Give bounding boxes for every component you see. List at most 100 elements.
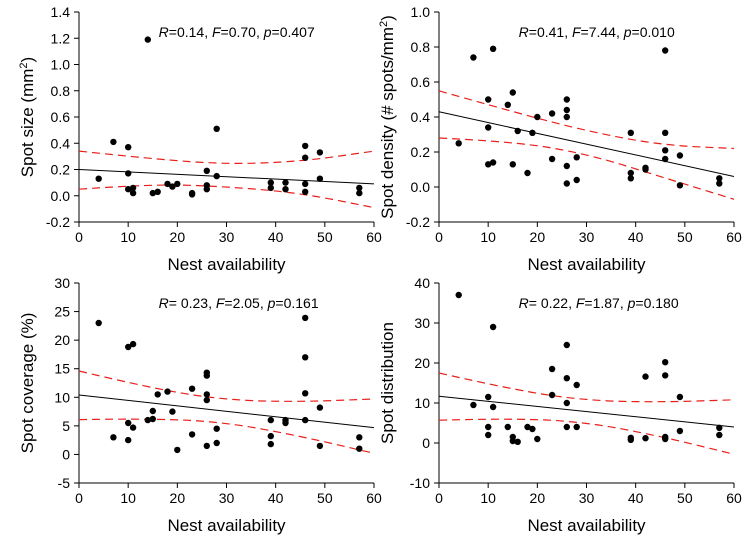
data-point (573, 176, 580, 184)
data-point (534, 113, 541, 121)
x-tick-label: 40 (628, 229, 644, 245)
x-tick-label: 60 (726, 490, 742, 506)
data-point (716, 175, 723, 182)
data-point (470, 401, 477, 409)
data-point (563, 162, 570, 170)
data-point (213, 425, 220, 432)
data-point (627, 175, 634, 182)
data-point (203, 391, 210, 398)
data-point (509, 161, 516, 168)
data-point (514, 438, 521, 445)
y-tick-label: 0.4 (411, 109, 431, 125)
data-point (203, 396, 210, 404)
y-tick-label: 0.6 (51, 109, 71, 125)
data-point (316, 442, 324, 450)
data-point (534, 435, 541, 443)
data-point (662, 359, 669, 366)
y-tick-label: -5 (58, 475, 71, 491)
y-tick-label: -0.2 (46, 214, 70, 230)
data-point (110, 138, 117, 146)
data-point (509, 437, 516, 445)
x-tick-label: 20 (530, 490, 546, 506)
x-tick-label: 10 (480, 490, 496, 506)
data-point (662, 129, 669, 136)
y-tick-label: 0.8 (411, 39, 431, 55)
data-point (129, 340, 137, 348)
data-point (267, 416, 274, 424)
data-point (563, 180, 570, 187)
x-axis-title: Nest availability (167, 255, 286, 274)
data-point (455, 291, 462, 299)
data-point (485, 161, 492, 168)
ci-lower-band (438, 137, 735, 200)
data-point (662, 155, 669, 163)
chart-panel-4: 0 10 20 30 40 50 60 -10 0 10 20 30 40 Nest availabili… (378, 275, 742, 535)
stats-annotation: R= 0.22, F=1.87, p=0.180 (519, 295, 679, 311)
y-tick-label: 10 (414, 395, 430, 411)
data-point (149, 415, 156, 423)
data-point (489, 403, 497, 411)
y-tick-label: 10 (54, 389, 70, 405)
x-tick-label: 10 (480, 229, 496, 245)
data-point (716, 180, 723, 187)
data-point (316, 149, 324, 156)
y-axis-title: Spot distribution (378, 322, 397, 444)
data-point (154, 188, 161, 195)
y-tick-label: 0 (62, 446, 70, 462)
stats-annotation: R=0.41, F=7.44, p=0.010 (519, 24, 675, 40)
ci-upper-band (438, 372, 735, 403)
data-point (316, 404, 324, 411)
data-point (149, 407, 156, 415)
data-point (213, 172, 220, 180)
y-tick-label: 1.0 (51, 57, 71, 73)
data-point (676, 152, 684, 159)
x-tick-label: 30 (579, 229, 595, 245)
ci-upper-band (438, 90, 735, 150)
data-point (129, 189, 137, 197)
data-point (95, 319, 102, 327)
y-tick-label: 0.8 (51, 83, 71, 99)
x-tick-label: 30 (219, 490, 235, 506)
data-point (563, 399, 570, 407)
x-tick-label: 30 (219, 229, 235, 245)
data-point (563, 375, 570, 382)
data-point (529, 129, 536, 136)
data-point (662, 47, 669, 54)
data-point (203, 442, 210, 450)
data-point (188, 431, 196, 438)
data-point (662, 147, 669, 154)
data-point (662, 372, 669, 379)
y-tick-label: 0.0 (411, 179, 431, 195)
x-tick-label: 10 (120, 490, 136, 506)
data-point (485, 393, 492, 401)
y-tick-label: 5 (62, 418, 70, 434)
data-point (302, 180, 309, 188)
x-tick-label: 30 (579, 490, 595, 506)
y-tick-label: 30 (414, 315, 430, 331)
x-tick-label: 40 (268, 490, 284, 506)
data-point (548, 155, 556, 163)
x-tick-label: 50 (677, 229, 693, 245)
data-point (95, 175, 102, 182)
data-point (548, 110, 556, 117)
data-point (129, 424, 137, 431)
data-point (213, 125, 220, 132)
x-tick-label: 0 (435, 490, 443, 506)
data-point (302, 154, 309, 161)
y-tick-label: -10 (410, 475, 430, 491)
data-point (302, 416, 309, 424)
data-point (203, 186, 210, 193)
data-point (676, 393, 684, 401)
regression-line (438, 111, 735, 177)
data-point (489, 159, 497, 166)
data-point (563, 96, 570, 103)
data-point (548, 391, 556, 399)
data-point (485, 423, 492, 431)
data-point (489, 45, 497, 52)
x-tick-label: 20 (170, 229, 186, 245)
data-point (676, 427, 684, 435)
data-point (282, 179, 289, 186)
data-point (563, 423, 570, 431)
data-point (174, 180, 181, 188)
